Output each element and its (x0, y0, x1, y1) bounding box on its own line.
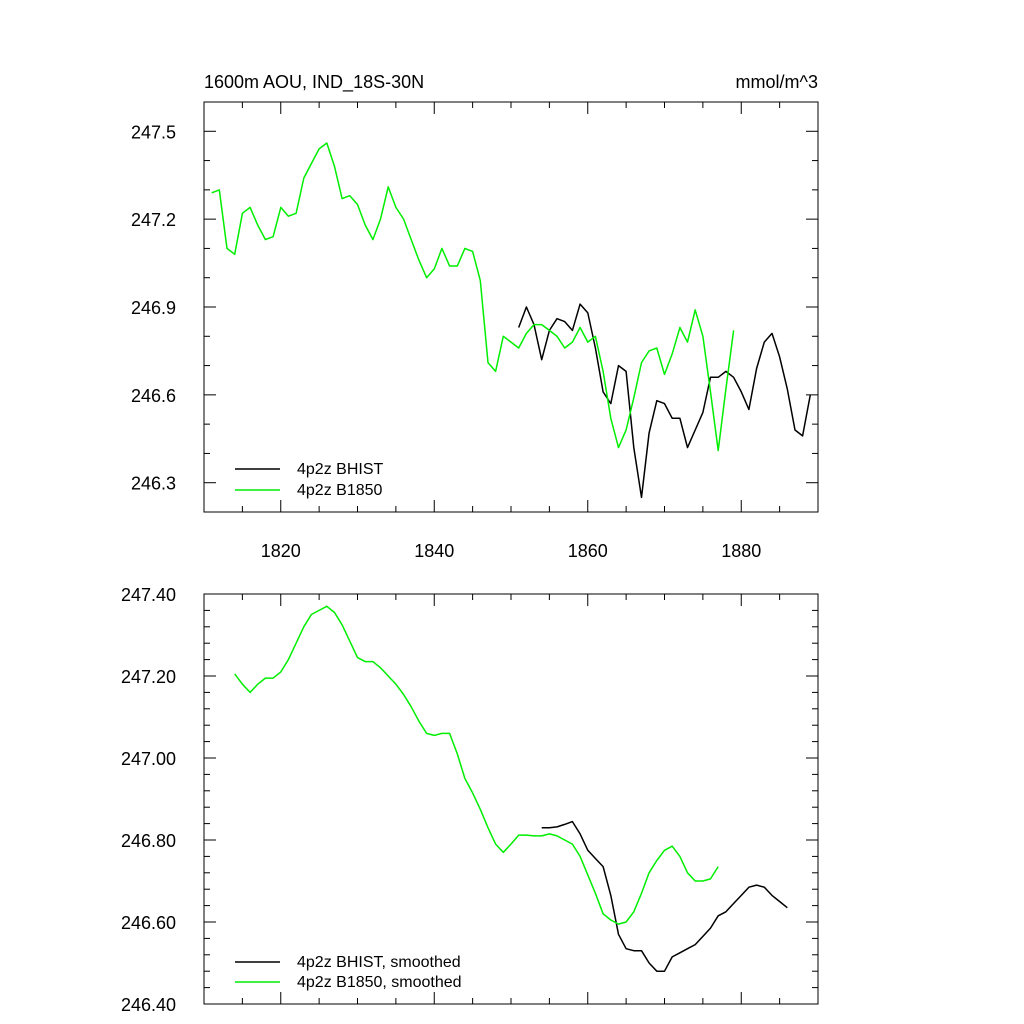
legend-label-b1850-smoothed: 4p2z B1850, smoothed (297, 974, 462, 991)
series-line-4p2z-b1850-smoothed (234, 605, 719, 925)
units-label: mmol/m^3 (736, 72, 818, 92)
bottom-ticks (203, 593, 819, 1005)
y-tick-label: 246.3 (131, 474, 176, 494)
top-plot-frame (203, 101, 819, 513)
y-tick-label: 247.2 (131, 210, 176, 230)
bottom-panel: 246.40 246.60 246.80 247.00 247.20 247.40 4p2… (121, 585, 819, 1015)
y-tick-label: 246.60 (121, 913, 176, 933)
bottom-series (234, 605, 788, 972)
y-tick-label: 246.40 (121, 995, 176, 1015)
top-legend: 4p2z BHIST 4p2z B1850 (235, 461, 383, 499)
y-tick-label: 247.20 (121, 667, 176, 687)
bottom-tick-labels: 246.40 246.60 246.80 247.00 247.20 247.40 (121, 585, 176, 1015)
bottom-plot-frame (203, 593, 819, 1005)
bottom-legend: 4p2z BHIST, smoothed 4p2z B1850, smoothe… (235, 954, 462, 991)
series-line-4p2z-b1850 (211, 142, 735, 452)
top-series (211, 142, 812, 499)
y-tick-label: 247.5 (131, 122, 176, 142)
chart-title: 1600m AOU, IND_18S-30N (204, 72, 424, 93)
x-tick-label: 1820 (261, 541, 301, 561)
legend-label-bhist-smoothed: 4p2z BHIST, smoothed (297, 954, 461, 971)
legend-label-b1850: 4p2z B1850 (297, 482, 383, 499)
x-tick-label: 1880 (721, 541, 761, 561)
legend-label-bhist: 4p2z BHIST (297, 461, 383, 478)
top-ticks (203, 101, 819, 513)
y-tick-label: 246.9 (131, 298, 176, 318)
y-tick-label: 247.40 (121, 585, 176, 605)
y-tick-label: 247.00 (121, 749, 176, 769)
x-tick-label: 1860 (568, 541, 608, 561)
y-tick-label: 246.6 (131, 386, 176, 406)
x-tick-label: 1840 (414, 541, 454, 561)
y-tick-label: 246.80 (121, 831, 176, 851)
series-line-4p2z-bhist-smoothed (541, 820, 788, 972)
top-tick-labels: 1820 1840 1860 1880 246.3 246.6 246.9 247.2 247.… (131, 122, 761, 561)
top-panel: 1820 1840 1860 1880 246.3 246.6 246.9 247.2 247.… (131, 72, 819, 561)
series-line-4p2z-bhist (517, 303, 812, 499)
